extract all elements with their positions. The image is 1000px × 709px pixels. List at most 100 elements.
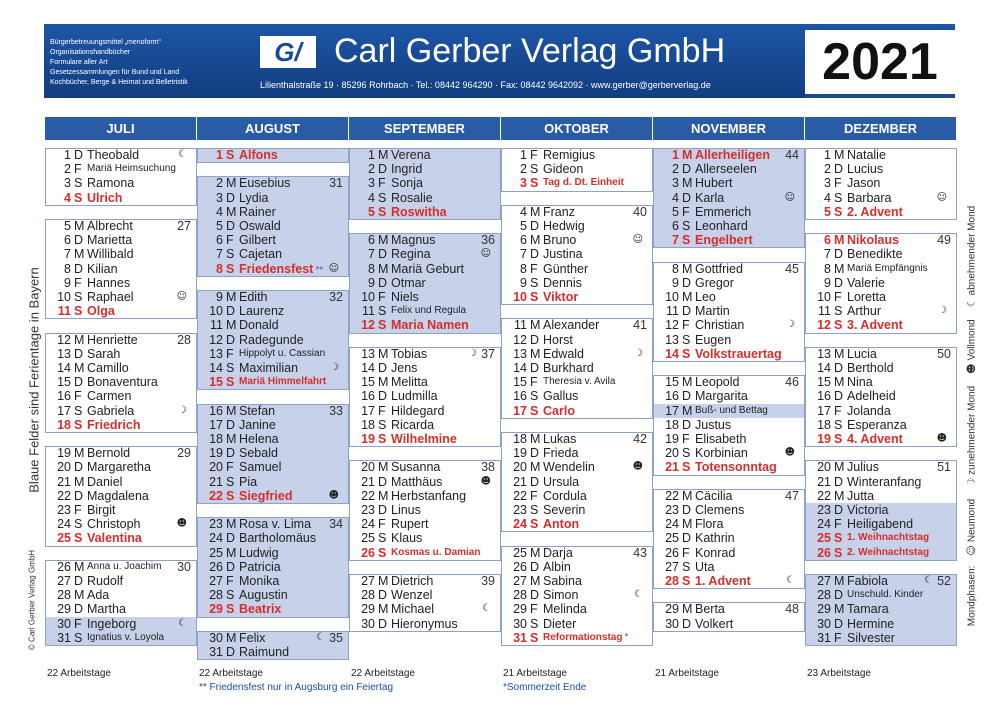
week-number: 36 (481, 233, 495, 248)
weekday: M (834, 602, 845, 617)
day-name: Magdalena (87, 488, 149, 503)
week-number: 48 (785, 602, 799, 617)
week-block (653, 261, 805, 362)
day-row: 7 D Regina ☺ (349, 247, 501, 262)
weekday: D (530, 332, 540, 347)
week-number: 33 (329, 403, 343, 418)
weekday: M (682, 375, 693, 390)
day-row: 29 S Beatrix (197, 602, 349, 617)
legend-symbol: ☽ (966, 477, 978, 487)
day-number: 27 (513, 574, 527, 588)
weekday: M (834, 488, 845, 503)
week-number: 43 (633, 545, 647, 560)
day-row: 28 S Augustin (197, 588, 349, 603)
footnote-mark: ** (315, 264, 324, 276)
day-row: 25 S Valentina (45, 531, 197, 545)
day-name: Hieronymus (391, 616, 458, 631)
day-row: 24 D Bartholomäus (197, 531, 349, 546)
weekday: S (74, 403, 83, 418)
day-number: 21 (57, 474, 71, 489)
day-number: 17 (361, 403, 375, 418)
day-row: 3 D Lydia (197, 190, 349, 205)
day-number: 9 (672, 275, 679, 290)
legend-label: abnehmender Mond (966, 205, 978, 296)
weekday: M (682, 290, 693, 304)
day-number: 9 (520, 275, 527, 290)
week-block (501, 148, 653, 192)
year: 2021 (822, 33, 938, 91)
week-block (653, 488, 805, 590)
day-name: Ulrich (87, 190, 123, 205)
day-name: Theresia v. Avila (543, 376, 616, 388)
month-header: SEPTEMBER (349, 117, 500, 140)
day-row: 10 D Laurenz (197, 304, 349, 319)
day-name: Roswitha (391, 204, 447, 219)
weekday: M (378, 346, 389, 361)
day-row: 28 M Ada (45, 588, 197, 602)
moon-phase: ☻ (176, 518, 187, 530)
legend-label: zunehmender Mond (966, 385, 978, 475)
weekday: M (74, 219, 85, 233)
day-name: Michael (391, 602, 435, 617)
weekday: M (682, 261, 693, 276)
day-number: 22 (209, 488, 223, 503)
day-name: Eugen (695, 332, 732, 347)
day-number: 5 (368, 204, 375, 219)
day-row: 8 M Mariä Geburt (349, 261, 501, 276)
day-row: 6 S Leonhard (653, 219, 805, 234)
day-name: Laurenz (239, 304, 285, 319)
copyright: © Carl Gerber Verlag GmbH (27, 549, 37, 651)
day-name: Alexander (543, 318, 600, 333)
day-number: 15 (57, 375, 71, 390)
day-row: 31 S Reformationstag * (501, 631, 653, 645)
day-row: 16 D Adelheid (805, 389, 957, 403)
day-name: Jutta (847, 488, 875, 503)
weekday: S (682, 446, 691, 461)
day-row: 28 S 1. Advent ☾ (653, 574, 805, 588)
bullet: Kochbücher, Berge & Heimat und Belletris… (50, 79, 188, 86)
weekday: S (530, 503, 539, 517)
day-number: 30 (57, 616, 71, 631)
week-number: 31 (329, 176, 343, 191)
weekday: S (682, 233, 691, 248)
weekday: M (74, 474, 85, 489)
day-row: 14 S Maximilian ☽ (197, 361, 349, 376)
week-number: 51 (937, 460, 951, 475)
day-name: Jason (847, 176, 881, 191)
day-name: Viktor (543, 290, 579, 304)
day-row: 9 M Edith 32 (197, 290, 349, 305)
week-block (805, 233, 957, 334)
weekday: M (226, 517, 237, 532)
day-number: 20 (209, 460, 223, 475)
day-name: Daniel (87, 474, 123, 489)
day-row: 25 S 1. Weihnachtstag (805, 531, 957, 546)
weekday: S (530, 162, 539, 177)
moon-phase: ☽ (786, 319, 795, 331)
day-row: 2 D Allerseelen (653, 162, 805, 177)
weekday: M (530, 574, 541, 588)
day-number: 31 (209, 645, 223, 659)
weekday: M (834, 346, 845, 361)
weekday: S (74, 531, 83, 546)
day-name: Sabina (543, 574, 582, 588)
day-row: 5 S 2. Advent (805, 205, 957, 219)
header-bar (44, 24, 955, 98)
day-number: 13 (817, 346, 831, 361)
day-row: 21 D Ursula (501, 475, 653, 489)
day-name: Raphael (87, 290, 134, 304)
day-name: Victoria (847, 503, 889, 517)
day-row: 30 D Hermine (805, 616, 957, 631)
weekday: S (530, 389, 539, 404)
day-name: Ingrid (391, 162, 423, 177)
day-row: 12 D Radegunde (197, 332, 349, 347)
day-number: 30 (209, 630, 223, 645)
day-row: 23 F Birgit (45, 503, 197, 517)
day-number: 5 (216, 219, 223, 233)
day-name: Tamara (847, 602, 889, 617)
day-row: 24 F Heiligabend (805, 517, 957, 532)
weekday: S (682, 559, 691, 574)
weekday: D (682, 417, 692, 432)
day-name: Anton (543, 517, 580, 532)
day-row: 20 M Susanna 38 (349, 460, 501, 474)
day-number: 24 (57, 517, 71, 532)
